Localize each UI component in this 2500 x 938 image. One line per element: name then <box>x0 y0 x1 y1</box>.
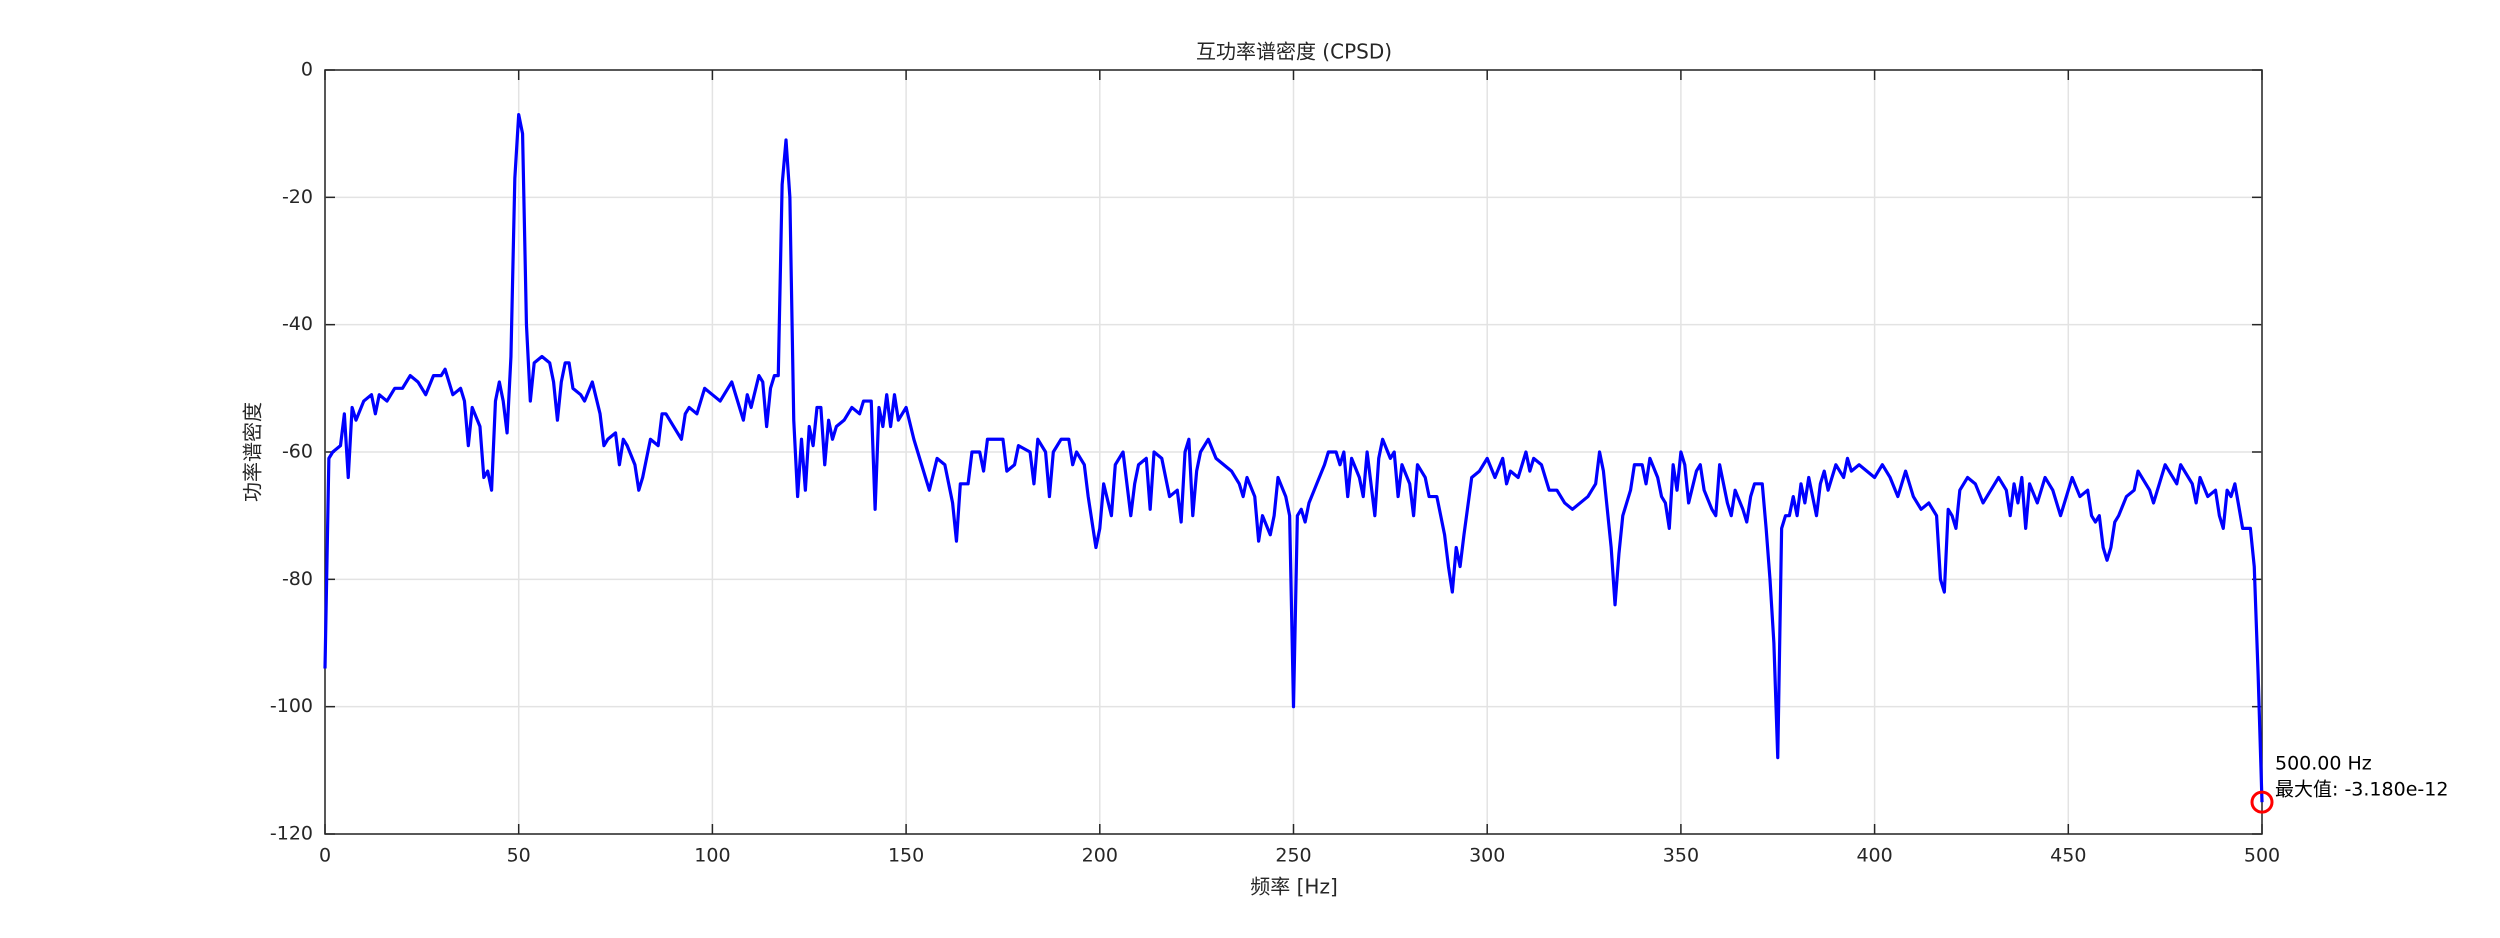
x-tick-label: 100 <box>694 845 730 867</box>
y-tick-label: -20 <box>282 186 313 208</box>
x-tick-label: 500 <box>2244 845 2280 867</box>
x-tick-label: 250 <box>1275 845 1311 867</box>
y-tick-label: -120 <box>270 823 313 845</box>
x-axis-label: 频率 [Hz] <box>1250 875 1338 899</box>
x-tick-label: 400 <box>1856 845 1892 867</box>
data-tip-text: 500.00 Hz <box>2275 753 2372 775</box>
x-tick-label: 350 <box>1663 845 1699 867</box>
x-tick-label: 200 <box>1082 845 1118 867</box>
x-tick-label: 0 <box>319 845 331 867</box>
y-tick-label: -40 <box>282 313 313 335</box>
y-tick-label: -100 <box>270 695 313 717</box>
y-tick-label: -80 <box>282 568 313 590</box>
x-tick-label: 300 <box>1469 845 1505 867</box>
x-tick-label: 50 <box>507 845 531 867</box>
y-tick-label: -60 <box>282 441 313 463</box>
x-tick-label: 150 <box>888 845 924 867</box>
plot-frame <box>324 69 2263 835</box>
data-tip-marker <box>2250 790 2274 814</box>
x-tick-label: 450 <box>2050 845 2086 867</box>
y-axis-label: 功率谱密度 <box>241 402 265 502</box>
series-line <box>323 112 2264 803</box>
chart-title: 互功率谱密度 (CPSD) <box>1196 40 1392 64</box>
y-tick-label: 0 <box>301 59 313 81</box>
data-tip-text: 最大值: -3.180e-12 <box>2275 779 2448 801</box>
